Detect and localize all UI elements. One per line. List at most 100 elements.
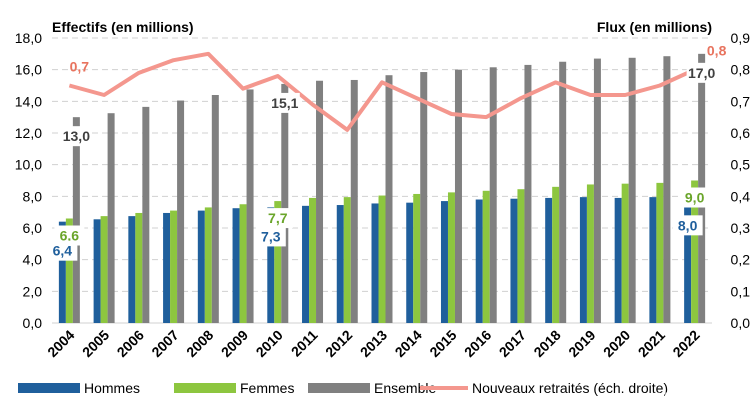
bar-ensemble — [385, 75, 393, 323]
bar-femmes — [621, 183, 629, 323]
legend-swatch — [308, 383, 370, 393]
bar-femmes — [586, 184, 594, 323]
bar-hommes — [440, 201, 448, 323]
bar-hommes — [406, 202, 414, 323]
bar-femmes — [378, 195, 386, 323]
x-tick-label: 2020 — [600, 327, 633, 360]
left-tick-label: 2,0 — [23, 283, 43, 299]
bar-hommes — [163, 212, 171, 323]
bar-hommes — [336, 205, 344, 323]
legend-label: Nouveaux retraités (éch. droite) — [472, 380, 668, 396]
bar-hommes — [475, 199, 483, 323]
bar-femmes — [239, 204, 247, 323]
bar-hommes — [267, 207, 275, 323]
left-tick-label: 18,0 — [15, 30, 42, 46]
data-label-ensemble: 15,1 — [271, 95, 298, 111]
x-axis-ticks: 2004 2005 2006 2007 2008 2009 2010 2011 2012 2013… — [44, 327, 703, 360]
data-label-femmes: 9,0 — [685, 190, 705, 206]
left-tick-label: 10,0 — [15, 157, 42, 173]
data-label-ensemble: 17,0 — [688, 65, 715, 81]
legend-swatch — [18, 383, 80, 393]
left-tick-label: 6,0 — [23, 220, 43, 236]
bar-ensemble — [211, 95, 219, 323]
bar-femmes — [343, 197, 351, 323]
right-tick-label: 0,5 — [731, 157, 751, 173]
bar-hommes — [649, 197, 657, 323]
bar-ensemble — [350, 79, 358, 323]
bar-ensemble — [663, 56, 671, 323]
right-tick-label: 0,3 — [731, 220, 751, 236]
x-tick-label: 2011 — [288, 327, 321, 360]
bar-femmes — [135, 212, 143, 323]
left-tick-label: 8,0 — [23, 188, 43, 204]
bar-femmes — [413, 193, 421, 323]
bar-femmes — [656, 182, 664, 323]
bar-hommes — [197, 210, 205, 323]
line-series — [68, 51, 696, 132]
bar-femmes — [552, 186, 560, 323]
x-tick-label: 2019 — [565, 327, 598, 360]
right-tick-label: 0,6 — [731, 125, 751, 141]
left-tick-label: 16,0 — [15, 62, 42, 78]
x-tick-label: 2013 — [357, 327, 390, 360]
bar-hommes — [545, 197, 553, 323]
watermark: www.observatoire.fr — [647, 390, 736, 401]
bar-hommes — [371, 203, 379, 323]
x-tick-label: 2007 — [148, 327, 181, 360]
bar-ensemble — [628, 57, 636, 324]
x-tick-label: 2010 — [253, 327, 286, 360]
bar-hommes — [58, 221, 66, 323]
x-tick-label: 2012 — [322, 327, 355, 360]
bar-hommes — [128, 216, 136, 323]
data-label-femmes: 7,7 — [268, 210, 288, 226]
bar-ensemble — [72, 117, 80, 324]
left-tick-label: 0,0 — [23, 315, 43, 331]
x-tick-label: 2008 — [183, 327, 216, 360]
data-label-hommes: 8,0 — [678, 217, 698, 233]
bar-hommes — [302, 205, 310, 323]
right-tick-label: 0,9 — [731, 30, 751, 46]
x-tick-label: 2015 — [426, 327, 459, 360]
right-tick-label: 0,8 — [731, 62, 751, 78]
data-label-bg — [672, 215, 703, 236]
bar-femmes — [691, 180, 699, 323]
data-label-nouveaux-retraites: 0,8 — [707, 43, 727, 59]
bar-femmes — [170, 210, 178, 323]
bar-femmes — [447, 192, 455, 323]
bar-hommes — [510, 198, 518, 323]
left-axis-ticks: 0,0 2,0 4,0 6,0 8,0 10,0 12,0 14,0 16,0 18,0 — [15, 30, 42, 331]
bar-ensemble — [524, 64, 532, 324]
line-nouveaux-retraites — [68, 51, 696, 132]
legend-label: Hommes — [84, 380, 140, 396]
x-tick-label: 2006 — [114, 327, 147, 360]
left-tick-label: 14,0 — [15, 93, 42, 109]
data-labels: 13,0 6,66,4 15,1 7,7 7,3 17,0 9,0 8,0 0,7 0,8 — [47, 43, 727, 261]
legend-label: Ensemble — [374, 380, 436, 396]
left-tick-label: 4,0 — [23, 252, 43, 268]
bar-femmes — [482, 190, 490, 323]
right-tick-label: 0,0 — [731, 315, 751, 331]
data-label-bg — [262, 208, 293, 229]
bar-ensemble — [316, 80, 324, 323]
bar-hommes — [232, 208, 240, 323]
bar-ensemble — [593, 58, 601, 323]
bar-femmes — [100, 216, 108, 323]
bar-femmes — [517, 189, 525, 323]
bar-femmes — [309, 197, 317, 323]
data-label-bg — [269, 92, 300, 113]
data-label-bg — [47, 240, 78, 261]
data-label-bg — [255, 226, 286, 247]
data-label-femmes: 6,6 — [60, 228, 80, 244]
data-label-ensemble: 13,0 — [63, 128, 90, 144]
bar-ensemble — [489, 67, 497, 324]
right-tick-label: 0,4 — [731, 188, 751, 204]
bar-hommes — [614, 197, 622, 323]
x-tick-label: 2018 — [530, 327, 563, 360]
x-tick-label: 2005 — [79, 327, 112, 360]
bar-ensemble — [559, 61, 567, 323]
right-tick-label: 0,1 — [731, 283, 751, 299]
data-label-bg — [686, 62, 717, 83]
x-tick-label: 2022 — [669, 327, 702, 360]
x-tick-label: 2009 — [218, 327, 251, 360]
